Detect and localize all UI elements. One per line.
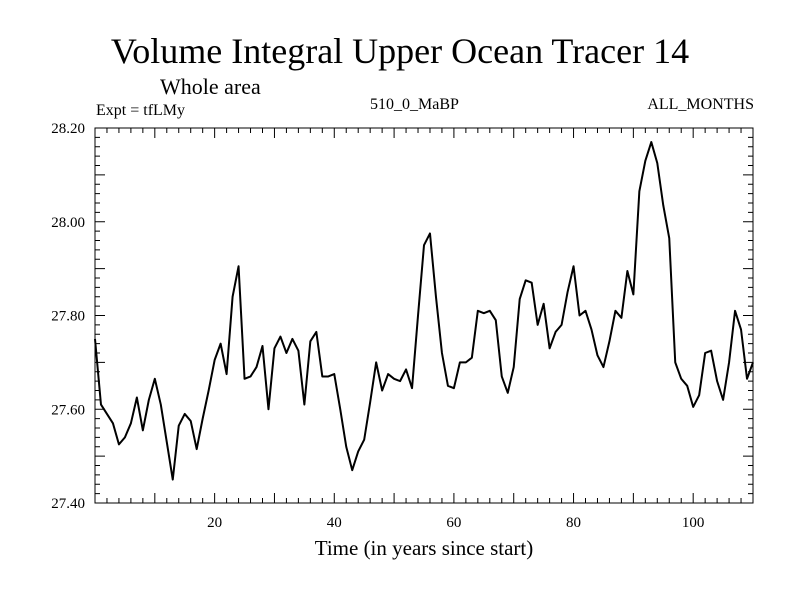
chart-subtitle: Whole area bbox=[160, 74, 261, 99]
y-tick-label: 28.00 bbox=[51, 215, 85, 231]
x-tick-label: 20 bbox=[207, 515, 222, 531]
x-tick-label: 60 bbox=[446, 515, 461, 531]
x-tick-label: 40 bbox=[327, 515, 342, 531]
x-axis-label: Time (in years since start) bbox=[314, 536, 534, 560]
series-line bbox=[94, 141, 754, 481]
plot-frame bbox=[94, 127, 754, 504]
run-label: 510_0_MaBP bbox=[370, 96, 459, 113]
y-tick-label: 27.40 bbox=[51, 496, 85, 512]
chart-title: Volume Integral Upper Ocean Tracer 14 bbox=[110, 31, 690, 71]
y-tick-label: 27.60 bbox=[51, 402, 85, 418]
axis-ticks bbox=[95, 128, 753, 503]
experiment-label: Expt = tfLMy bbox=[96, 102, 186, 119]
series-group bbox=[94, 141, 754, 481]
x-tick-label: 100 bbox=[682, 515, 705, 531]
months-label: ALL_MONTHS bbox=[647, 96, 754, 113]
y-tick-label: 27.80 bbox=[51, 309, 85, 325]
y-tick-label: 28.20 bbox=[51, 121, 85, 137]
x-tick-label: 80 bbox=[566, 515, 581, 531]
axis-tick-labels: 20 40 60 80 100 27.40 27.60 27.80 28.00 28.20 bbox=[51, 121, 704, 531]
